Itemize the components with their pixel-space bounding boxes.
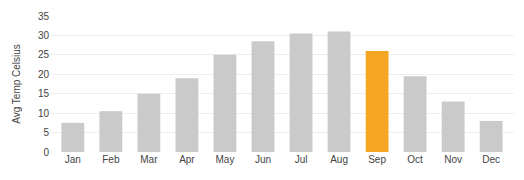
svg-text:25: 25 (38, 49, 50, 60)
svg-text:Avg Temp Celsius: Avg Temp Celsius (11, 44, 22, 124)
svg-text:10: 10 (38, 108, 50, 119)
svg-text:Feb: Feb (102, 154, 120, 165)
svg-text:Mar: Mar (140, 154, 158, 165)
svg-text:Nov: Nov (444, 154, 462, 165)
svg-text:Jan: Jan (65, 154, 81, 165)
svg-text:Aug: Aug (330, 154, 348, 165)
svg-text:May: May (215, 154, 234, 165)
svg-text:0: 0 (43, 147, 49, 158)
svg-text:35: 35 (38, 11, 50, 22)
svg-text:30: 30 (38, 30, 50, 41)
svg-text:Apr: Apr (179, 154, 195, 165)
svg-text:5: 5 (43, 127, 49, 138)
svg-text:Jul: Jul (295, 154, 308, 165)
svg-text:Sep: Sep (368, 154, 386, 165)
svg-text:Oct: Oct (407, 154, 423, 165)
svg-text:15: 15 (38, 88, 50, 99)
svg-text:20: 20 (38, 69, 50, 80)
svg-text:Dec: Dec (482, 154, 500, 165)
svg-text:Jun: Jun (255, 154, 271, 165)
